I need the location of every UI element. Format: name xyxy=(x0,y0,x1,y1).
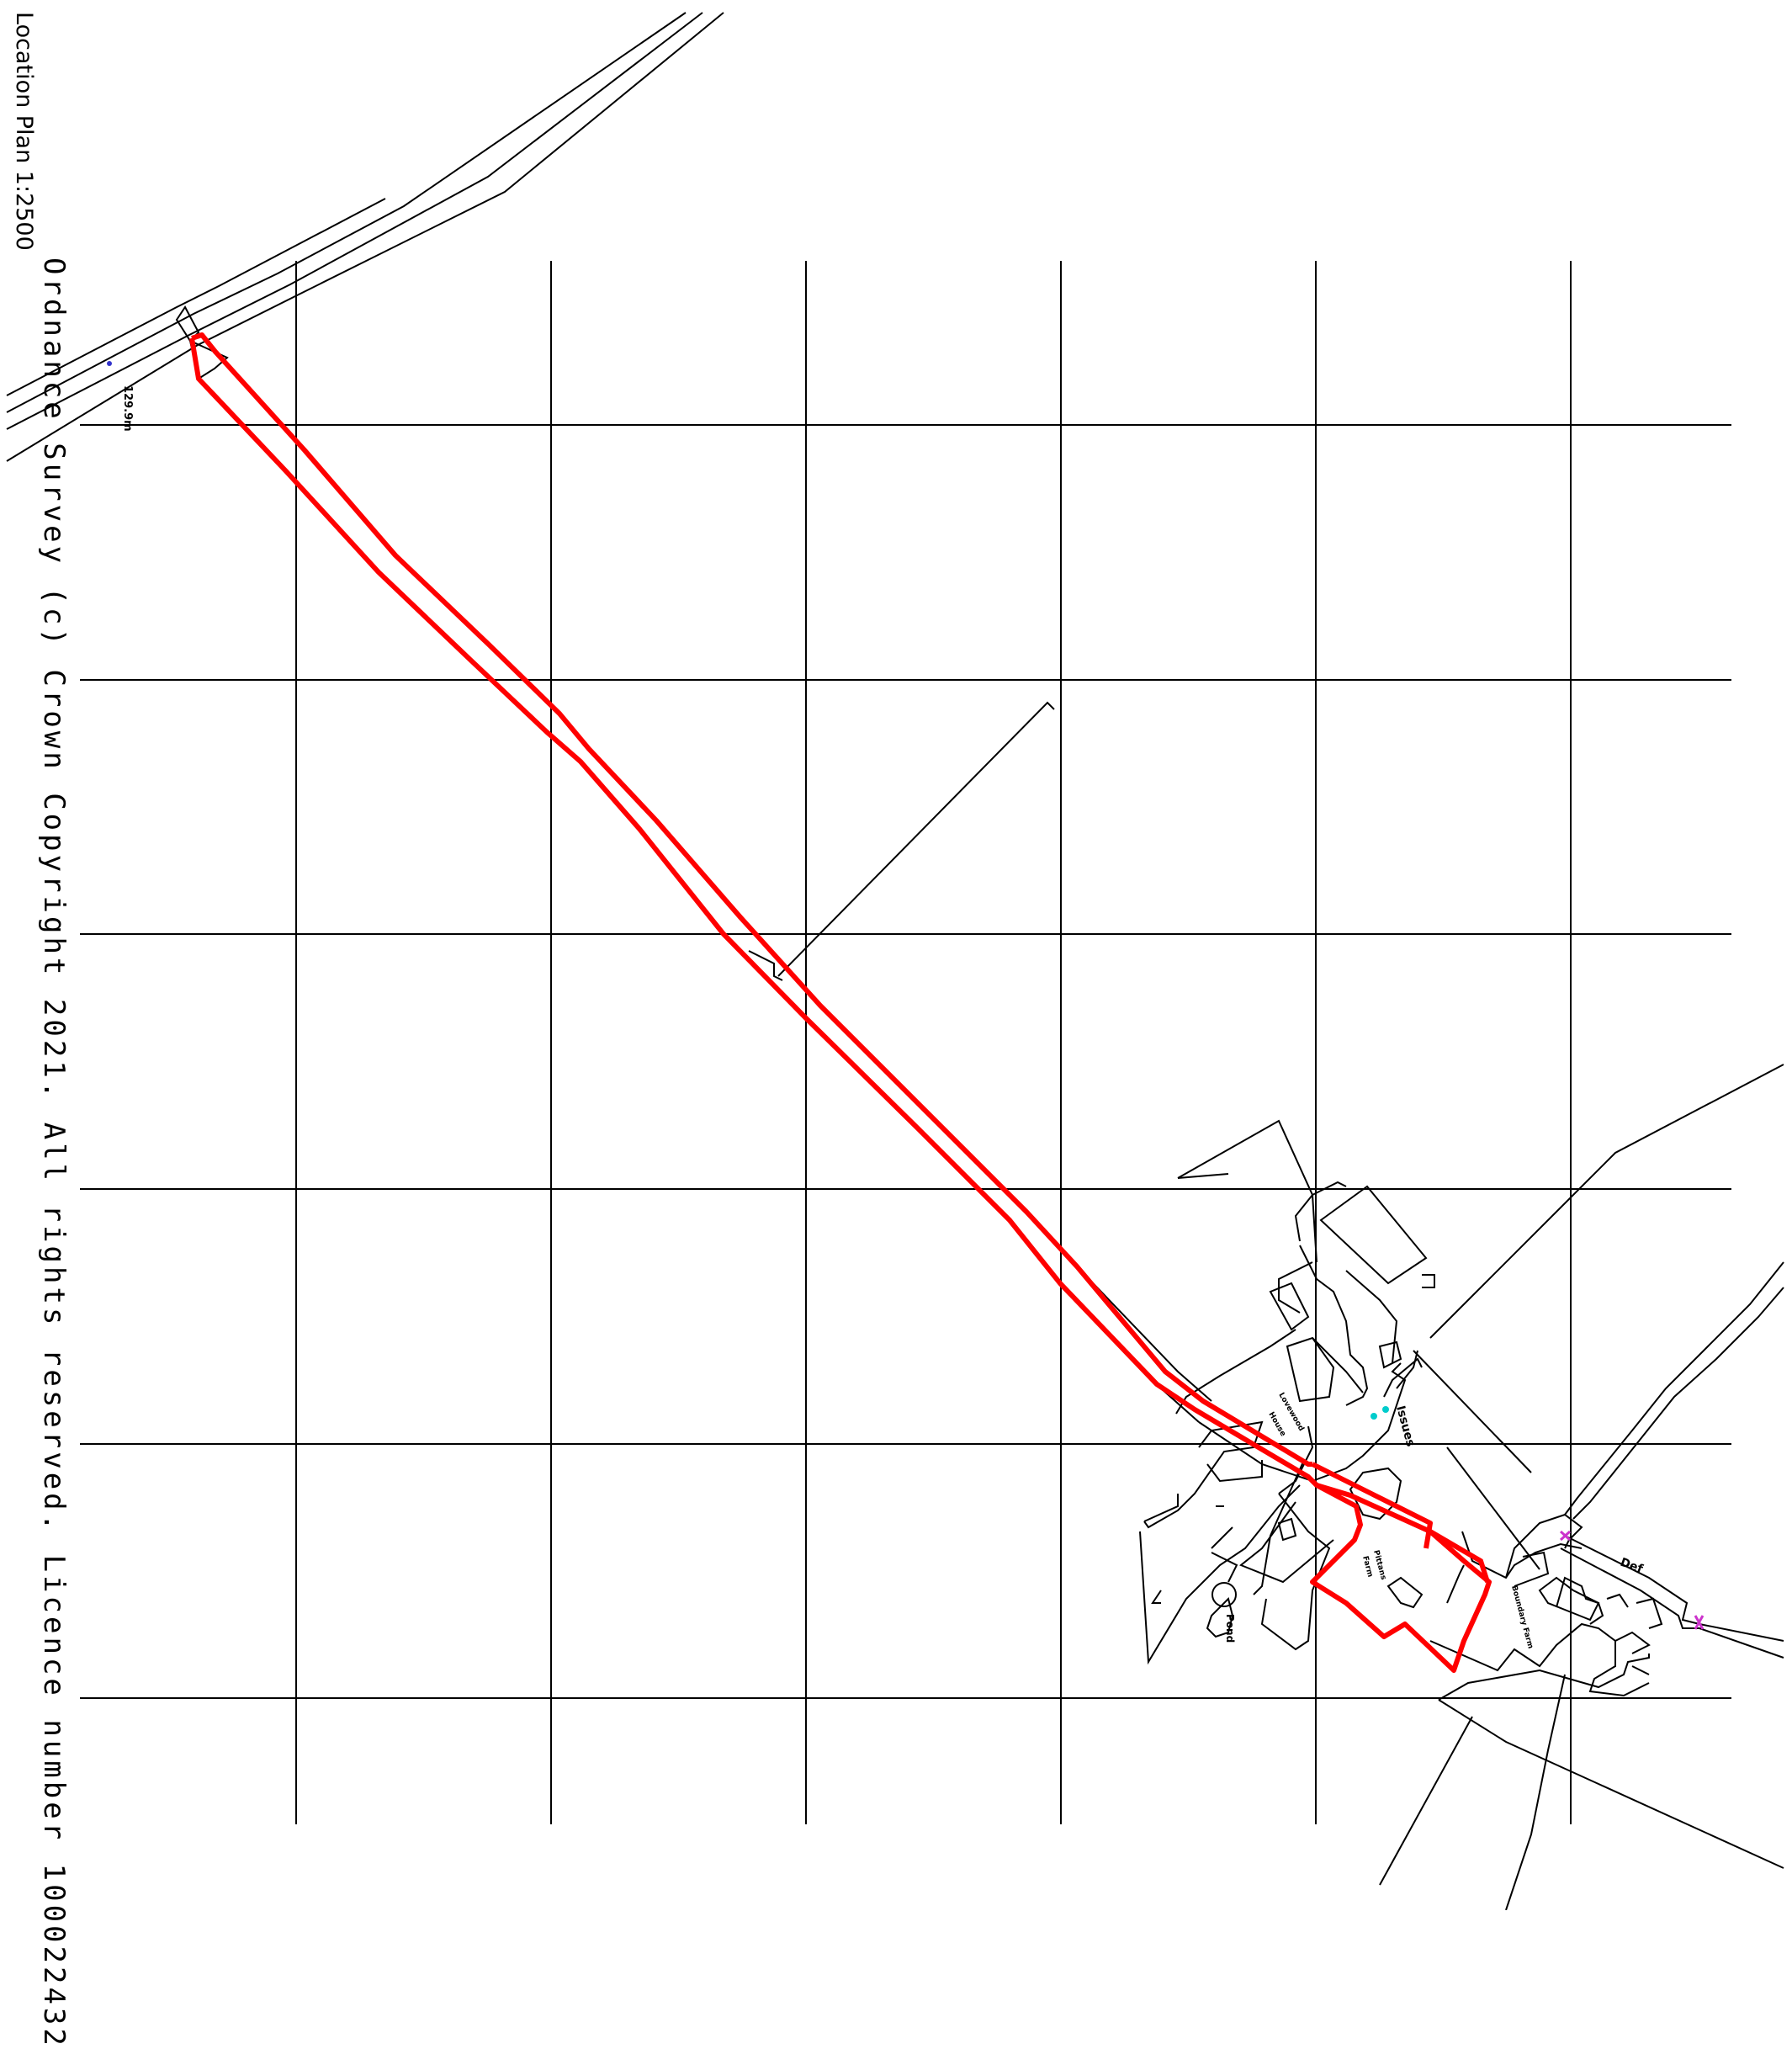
spot-height-marker xyxy=(107,361,112,366)
site-boundary-plot xyxy=(1310,1483,1492,1673)
boundary-farm-building xyxy=(1538,1576,1600,1622)
site-boundary-route xyxy=(189,332,1433,1549)
location-map: 129.9m Issues Lovewood House Pittans Far… xyxy=(6,12,1784,1910)
grid xyxy=(80,261,1731,1824)
pond-label: Pond xyxy=(1224,1614,1236,1643)
boundary-farm-label: Boundary Farm xyxy=(1509,1585,1535,1649)
main-road xyxy=(6,12,724,462)
pond-feature xyxy=(1211,1582,1237,1607)
pittans-farm-label-2: Farm xyxy=(1360,1555,1374,1578)
lovewood-house-label-2: House xyxy=(1266,1411,1286,1438)
issues-marker xyxy=(1382,1406,1389,1413)
access-track xyxy=(188,339,1212,1423)
issues-label: Issues xyxy=(1393,1404,1417,1448)
pittans-farm-label-1: Pittans xyxy=(1371,1549,1387,1580)
settlement-features xyxy=(1139,1064,1784,1910)
site-boundary-edge xyxy=(1429,1529,1490,1583)
farm-building xyxy=(1386,1576,1424,1609)
gate-marker-1 xyxy=(1559,1530,1572,1542)
gate-marker-2 xyxy=(1694,1615,1705,1630)
spot-height-label: 129.9m xyxy=(121,385,134,432)
issues-marker-2 xyxy=(1371,1413,1377,1420)
